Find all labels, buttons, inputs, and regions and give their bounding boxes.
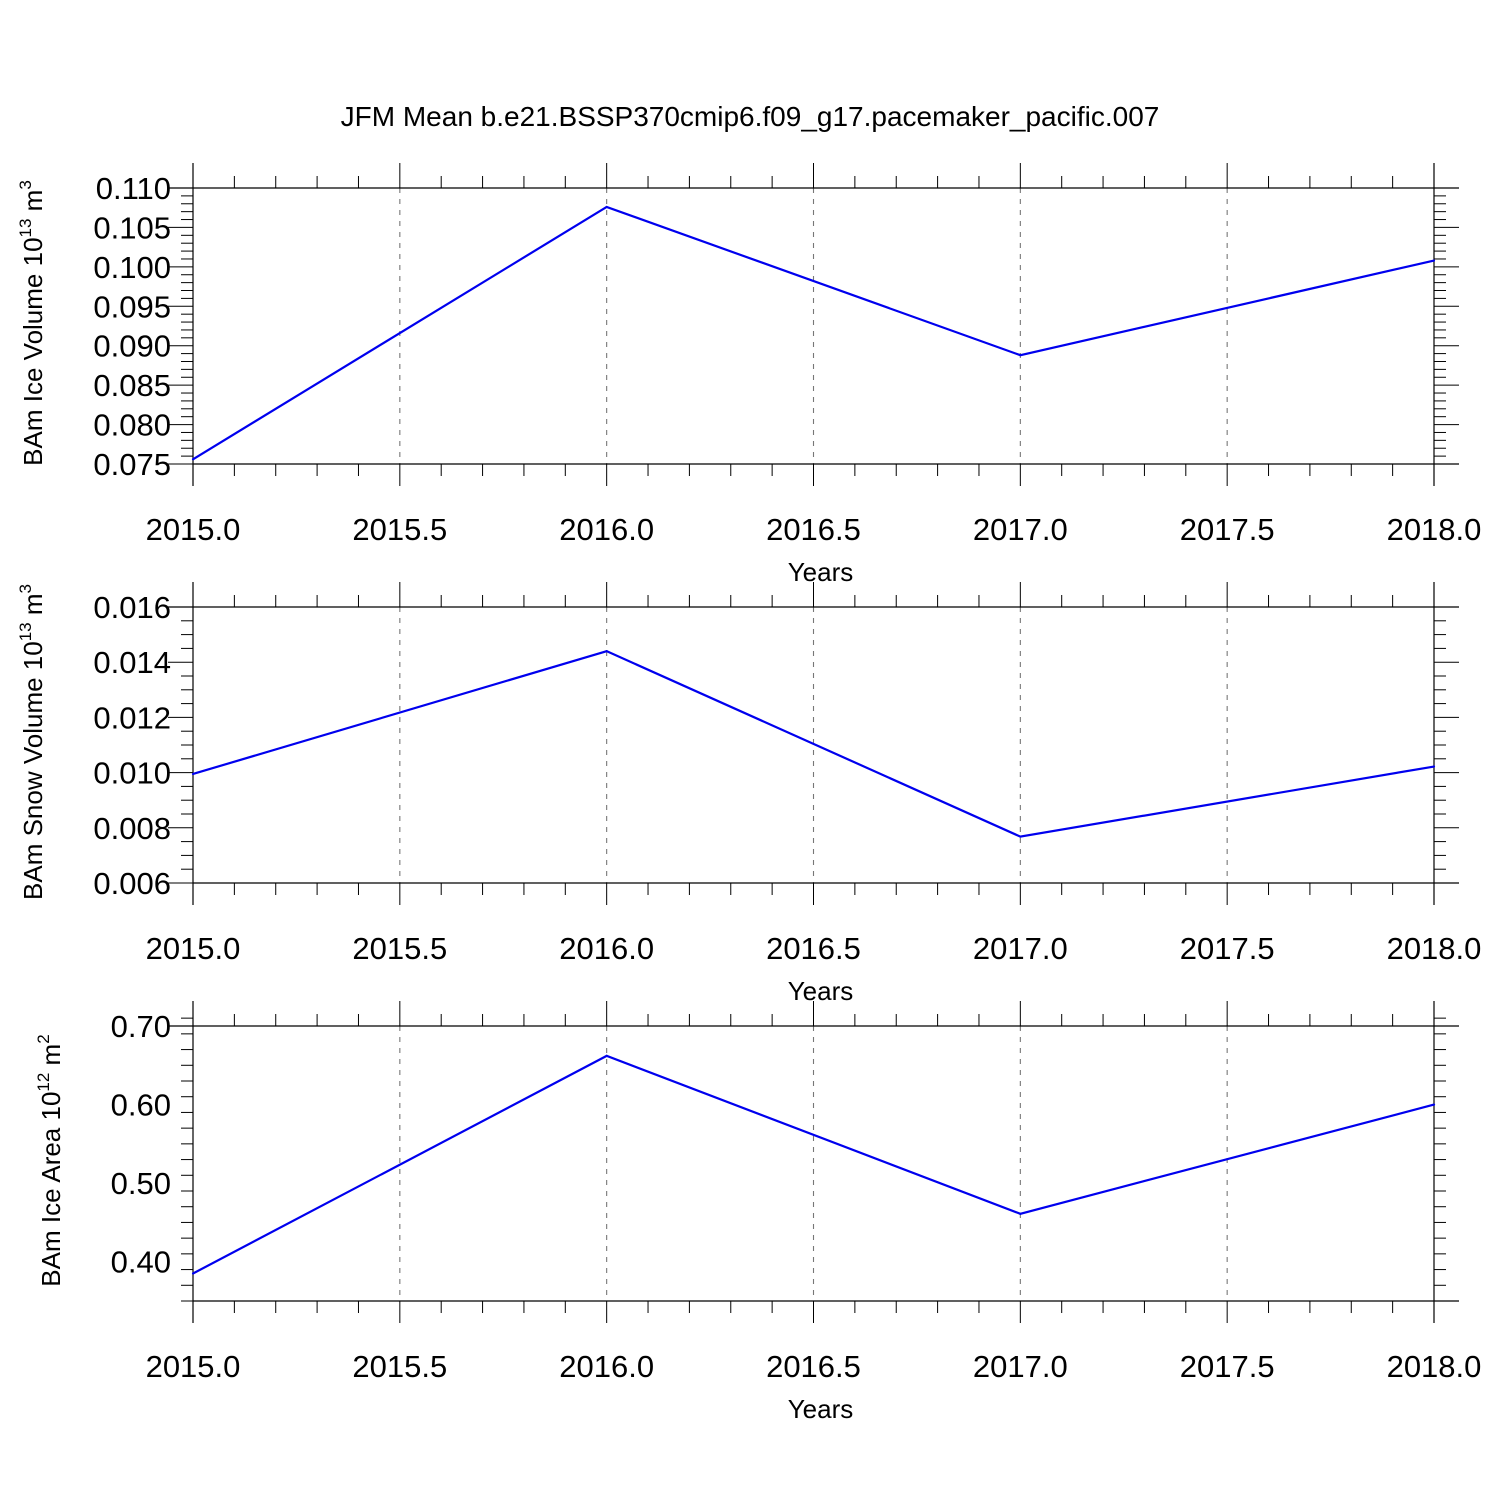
x-tick-label: 2015.0	[146, 1349, 241, 1384]
x-tick-label: 2016.5	[766, 931, 861, 966]
x-tick-label: 2016.5	[766, 512, 861, 547]
y-tick-label: 0.085	[93, 368, 171, 403]
x-axis-label: Years	[788, 1394, 854, 1424]
data-point	[1019, 835, 1022, 838]
x-tick-label: 2016.0	[559, 512, 654, 547]
panel-2: 2015.0 2015.5 2016.0 2016.5 2017.0 2017.5 2018…	[16, 582, 1481, 1006]
x-tick-label: 2016.0	[559, 931, 654, 966]
y-tick-label: 0.014	[93, 645, 171, 680]
x-axis-label: Years	[788, 976, 854, 1006]
y-tick-label: 0.70	[111, 1009, 171, 1044]
x-tick-label: 2017.0	[973, 1349, 1068, 1384]
data-point	[191, 458, 195, 461]
chart-title: JFM Mean b.e21.BSSP370cmip6.f09_g17.pace…	[341, 101, 1160, 132]
data-point	[1432, 1103, 1436, 1106]
y-axis-label-text: BAm Ice Area 10	[36, 1092, 66, 1287]
series-line	[192, 205, 1435, 461]
x-tick-label: 2016.5	[766, 1349, 861, 1384]
data-point	[605, 1054, 608, 1057]
y-tick-label: 0.010	[93, 756, 171, 791]
x-tick-label: 2015.5	[352, 931, 447, 966]
panel-3: 2015.0 2015.5 2016.0 2016.5 2017.0 2017.5 2018…	[34, 1001, 1481, 1424]
y-axis-label-text: m	[36, 1044, 66, 1073]
data-point	[1432, 765, 1436, 768]
x-tick-label: 2017.0	[973, 512, 1068, 547]
y-tick-label: 0.008	[93, 811, 171, 846]
y-axis-label: BAm Ice Volume 1013 m3	[16, 180, 48, 466]
data-point	[1019, 1212, 1022, 1215]
y-axis-label-text: BAm Snow Volume 10	[18, 641, 48, 900]
y-axis-label-superscript: 3	[16, 584, 35, 593]
data-point	[191, 772, 195, 776]
x-tick-label: 2018.0	[1387, 512, 1482, 547]
y-tick-label: 0.006	[93, 866, 171, 901]
y-tick-label: 0.60	[111, 1088, 171, 1123]
data-point	[605, 205, 608, 209]
series-line	[192, 1054, 1435, 1275]
x-tick-label: 2015.0	[146, 931, 241, 966]
y-tick-label: 0.50	[111, 1166, 171, 1201]
y-tick-label: 0.012	[93, 700, 171, 735]
x-tick-label: 2017.0	[973, 931, 1068, 966]
y-tick-label: 0.090	[93, 329, 171, 364]
x-tick-label: 2015.5	[352, 1349, 447, 1384]
y-tick-label: 0.100	[93, 250, 171, 285]
y-tick-label: 0.40	[111, 1245, 171, 1280]
x-tick-label: 2016.0	[559, 1349, 654, 1384]
y-axis-label-text: BAm Ice Volume 10	[18, 237, 48, 465]
y-axis-label: BAm Snow Volume 1013 m3	[16, 584, 48, 900]
panel-1: 2015.0 2015.5 2016.0 2016.5 2017.0 2017.5 2018…	[16, 163, 1481, 587]
data-point	[605, 650, 608, 653]
y-tick-label: 0.110	[96, 171, 171, 206]
y-axis-label-superscript: 2	[34, 1034, 53, 1043]
data-point	[1019, 354, 1022, 357]
x-tick-label: 2018.0	[1387, 931, 1482, 966]
y-tick-label: 0.080	[93, 408, 171, 443]
y-axis-label-superscript: 13	[16, 622, 35, 641]
y-axis-label-text: m	[18, 593, 48, 622]
y-axis-label-superscript: 12	[34, 1073, 53, 1092]
y-axis-label-superscript: 3	[16, 180, 35, 189]
y-tick-label: 0.016	[93, 590, 171, 625]
x-tick-label: 2017.5	[1180, 1349, 1275, 1384]
y-axis-label: BAm Ice Area 1012 m2	[34, 1034, 66, 1286]
x-tick-label: 2017.5	[1180, 512, 1275, 547]
data-point	[191, 1272, 195, 1275]
x-axis-label: Years	[788, 557, 854, 587]
series-line	[192, 649, 1435, 838]
y-tick-label: 0.075	[93, 447, 171, 482]
x-tick-label: 2018.0	[1387, 1349, 1482, 1384]
y-axis-label-superscript: 13	[16, 219, 35, 238]
x-tick-label: 2017.5	[1180, 931, 1275, 966]
data-point	[1432, 259, 1436, 262]
x-tick-label: 2015.5	[352, 512, 447, 547]
y-tick-label: 0.095	[93, 289, 171, 324]
x-tick-label: 2015.0	[146, 512, 241, 547]
y-tick-label: 0.105	[93, 210, 171, 245]
y-axis-label-text: m	[18, 190, 48, 219]
